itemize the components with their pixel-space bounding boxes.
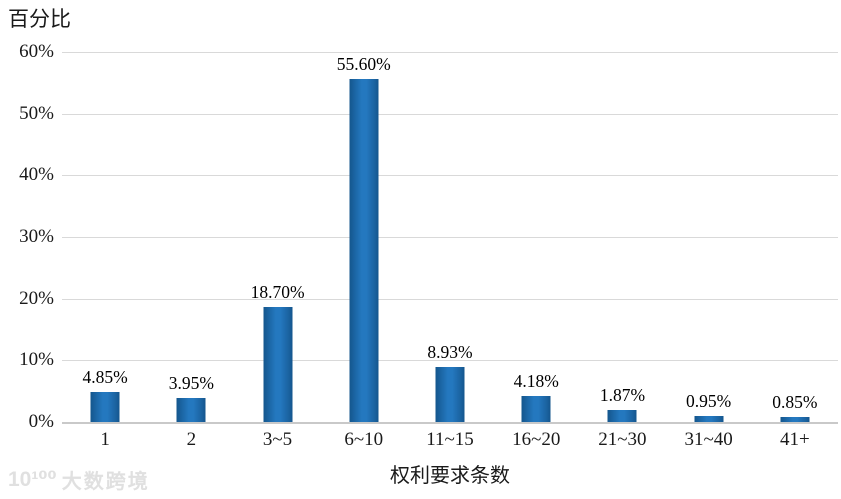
bars-container: 4.85% 3.95% 18.70% 55.60% 8.93% 4.18% 1.87% 0.9…: [62, 52, 838, 422]
x-axis-tick-labels: 1 2 3~5 6~10 11~15 16~20 21~30 31~40 41+: [62, 429, 838, 451]
bar: [349, 79, 379, 422]
gridline: [62, 237, 838, 238]
bar-column: 0.95%: [666, 52, 752, 422]
x-tick-label: 6~10: [344, 429, 384, 450]
bar: [521, 396, 551, 422]
bar: [176, 398, 206, 422]
x-tick-label: 31~40: [684, 429, 733, 450]
bar-column: 8.93%: [407, 52, 493, 422]
bar-value-label: 8.93%: [427, 342, 473, 362]
watermark-logo-icon: 10¹⁰⁰: [8, 468, 57, 491]
bar: [780, 417, 810, 422]
gridline: [62, 360, 838, 362]
y-tick-label: 50%: [19, 102, 54, 124]
y-axis-title: 百分比: [8, 7, 71, 31]
y-tick-label: 20%: [19, 287, 54, 309]
bar-value-label: 4.85%: [82, 367, 128, 387]
bar-value-label: 4.18%: [513, 371, 559, 391]
y-tick-label: 0%: [28, 411, 54, 432]
gridline: [62, 113, 838, 115]
bar-value-label: 0.85%: [772, 392, 818, 412]
x-axis-title: 权利要求条数: [390, 465, 510, 487]
bar-column: 4.85%: [62, 52, 148, 422]
bar-value-label: 3.95%: [168, 373, 214, 393]
x-tick-label: 41+: [780, 429, 810, 450]
watermark-brand-text: 大数跨境: [61, 471, 150, 493]
y-tick-label: 30%: [19, 226, 54, 247]
bar: [263, 307, 293, 422]
watermark: 10¹⁰⁰ 大数跨境: [8, 465, 150, 494]
bar-column: 0.85%: [752, 52, 838, 422]
x-tick-label: 11~15: [426, 429, 474, 450]
bar-value-label: 1.87%: [599, 385, 646, 405]
y-tick-label: 10%: [19, 349, 54, 371]
bar-value-label: 55.60%: [336, 54, 391, 74]
y-axis-tick-labels: 0% 10% 20% 30% 40% 50% 60%: [0, 41, 54, 432]
gridline: [62, 52, 838, 53]
bar-value-label: 18.70%: [250, 282, 305, 302]
bar-column: 3.95%: [148, 52, 234, 422]
gridline: [62, 298, 838, 300]
x-tick-label: 16~20: [512, 429, 561, 450]
bar: [435, 367, 465, 422]
x-tick-label: 21~30: [598, 429, 647, 450]
bar: [607, 410, 637, 422]
bar-column: 55.60%: [321, 52, 407, 422]
bar-column: 1.87%: [579, 52, 665, 422]
bar-value-label: 0.95%: [686, 391, 732, 411]
x-tick-label: 2: [186, 429, 197, 450]
gridline: [62, 175, 838, 177]
y-tick-label: 40%: [19, 164, 54, 186]
bar-column: 4.18%: [493, 52, 579, 422]
x-tick-label: 1: [100, 429, 110, 450]
x-tick-label: 3~5: [262, 429, 293, 450]
bar: [90, 392, 120, 422]
bar: [694, 416, 724, 422]
y-tick-label: 60%: [19, 41, 54, 62]
bar-column: 18.70%: [234, 52, 320, 422]
plot-area: 4.85% 3.95% 18.70% 55.60% 8.93% 4.18% 1.87% 0.9…: [62, 52, 838, 424]
